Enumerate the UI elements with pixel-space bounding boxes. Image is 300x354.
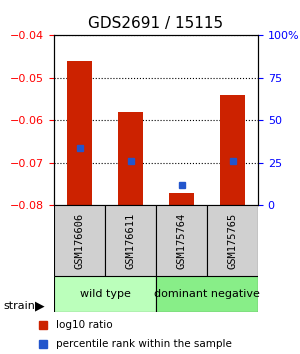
FancyBboxPatch shape xyxy=(54,205,105,276)
FancyBboxPatch shape xyxy=(207,205,258,276)
Text: GSM176611: GSM176611 xyxy=(125,213,136,269)
FancyBboxPatch shape xyxy=(54,276,156,312)
Bar xyxy=(67,61,92,205)
Text: GSM175765: GSM175765 xyxy=(227,213,238,269)
Text: ▶: ▶ xyxy=(34,300,44,313)
FancyBboxPatch shape xyxy=(156,205,207,276)
Text: GSM176606: GSM176606 xyxy=(74,213,85,269)
FancyBboxPatch shape xyxy=(105,205,156,276)
Text: wild type: wild type xyxy=(80,289,130,299)
Text: dominant negative: dominant negative xyxy=(154,289,260,299)
Title: GDS2691 / 15115: GDS2691 / 15115 xyxy=(88,16,224,32)
Bar xyxy=(169,193,194,205)
Bar xyxy=(220,95,245,205)
Bar xyxy=(118,112,143,205)
Text: percentile rank within the sample: percentile rank within the sample xyxy=(56,339,231,349)
Text: GSM175764: GSM175764 xyxy=(176,213,187,269)
Text: strain: strain xyxy=(3,301,35,311)
Text: log10 ratio: log10 ratio xyxy=(56,320,112,330)
FancyBboxPatch shape xyxy=(156,276,258,312)
